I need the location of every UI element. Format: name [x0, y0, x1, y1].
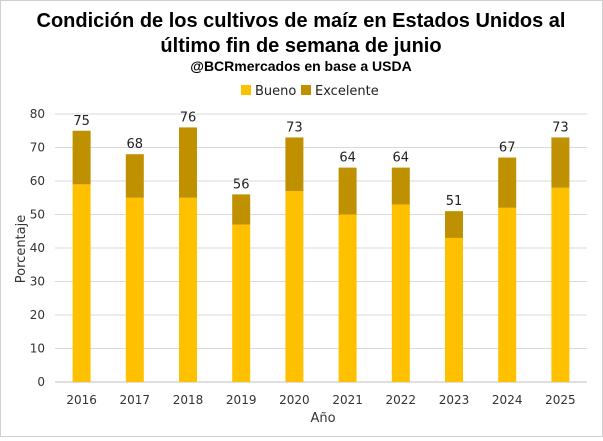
total-label-2021: 64 [339, 151, 356, 166]
x-tick-label-2016: 2016 [66, 393, 97, 407]
x-tick-label-2022: 2022 [386, 393, 417, 407]
bar-bueno-2019 [232, 224, 251, 382]
y-tick-label: 30 [30, 275, 45, 289]
legend: Bueno Excelente [241, 84, 379, 99]
total-label-2019: 56 [233, 177, 250, 192]
legend-swatch-excelente [301, 85, 311, 95]
legend-label-bueno: Bueno [255, 84, 296, 99]
total-label-2024: 67 [499, 141, 516, 156]
bar-bueno-2025 [551, 187, 570, 382]
bar-bueno-2018 [179, 197, 197, 382]
y-tick-label: 20 [30, 308, 45, 322]
y-tick-label: 50 [30, 208, 45, 222]
data-labels: 75 68 76 56 73 64 64 51 67 73 [73, 110, 568, 209]
total-label-2022: 64 [393, 151, 410, 166]
bars [72, 127, 570, 382]
y-axis-label: Porcentaje [14, 215, 29, 283]
x-tick-label-2025: 2025 [545, 393, 576, 407]
bar-excelente-2022 [391, 167, 410, 205]
total-label-2016: 75 [73, 114, 90, 129]
y-tick-label: 80 [30, 107, 45, 121]
y-axis-ticks: 0 10 20 30 40 50 60 70 80 [30, 107, 45, 389]
bar-excelente-2020 [285, 137, 304, 192]
y-tick-label: 70 [30, 141, 45, 155]
bar-excelente-2017 [125, 154, 144, 198]
total-label-2023: 51 [446, 194, 463, 209]
bar-bueno-2023 [445, 237, 463, 382]
total-label-2020: 73 [286, 120, 303, 135]
x-tick-label-2017: 2017 [120, 393, 151, 407]
chart-title-line-1: Condición de los cultivos de maíz en Est… [37, 10, 566, 32]
chart-subtitle: @BCRmercados en base a USDA [190, 58, 411, 74]
x-tick-label-2020: 2020 [279, 393, 310, 407]
bar-bueno-2022 [391, 204, 410, 382]
bar-excelente-2018 [179, 127, 197, 198]
bar-excelente-2016 [72, 130, 91, 185]
y-tick-label: 40 [30, 241, 45, 255]
x-axis-ticks: 2016 2017 2018 2019 2020 2021 2022 2023 2024 2025 [66, 393, 575, 407]
y-tick-label: 10 [30, 342, 45, 356]
total-label-2017: 68 [127, 137, 144, 152]
bar-bueno-2024 [498, 207, 517, 382]
bar-excelente-2021 [338, 167, 357, 215]
x-tick-label-2021: 2021 [332, 393, 363, 407]
total-label-2025: 73 [552, 120, 569, 135]
y-tick-label: 0 [37, 375, 45, 389]
bar-excelente-2025 [551, 137, 570, 188]
bar-bueno-2021 [338, 214, 357, 382]
legend-swatch-bueno [241, 85, 251, 95]
x-tick-label-2023: 2023 [439, 393, 470, 407]
bar-bueno-2017 [125, 197, 144, 382]
x-axis-label: Año [310, 411, 335, 426]
x-tick-label-2019: 2019 [226, 393, 257, 407]
bar-excelente-2019 [232, 194, 251, 225]
y-tick-label: 60 [30, 174, 45, 188]
bar-excelente-2023 [445, 211, 463, 238]
bar-excelente-2024 [498, 157, 517, 208]
total-label-2018: 76 [180, 110, 197, 125]
chart-title-line-2: último fin de semana de junio [160, 35, 441, 57]
legend-label-excelente: Excelente [315, 84, 379, 99]
x-tick-label-2018: 2018 [173, 393, 204, 407]
bar-bueno-2020 [285, 191, 304, 382]
bar-bueno-2016 [72, 184, 91, 382]
x-tick-label-2024: 2024 [492, 393, 523, 407]
